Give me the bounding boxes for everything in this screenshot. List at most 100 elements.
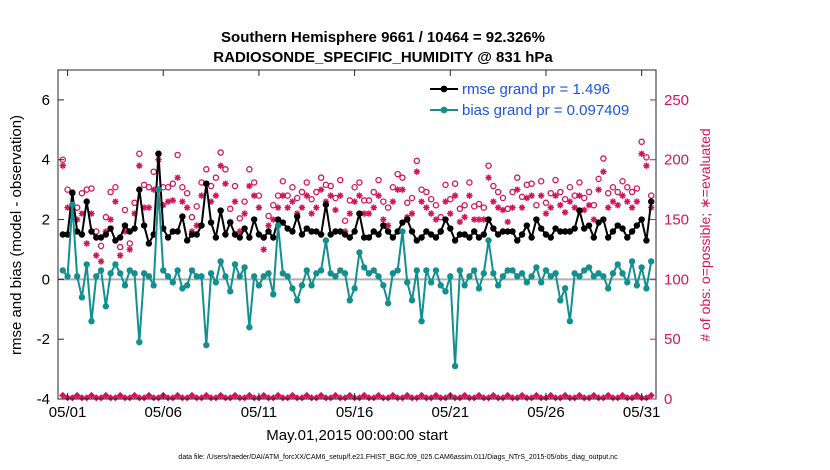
rmse-point xyxy=(327,231,334,238)
bias-point xyxy=(112,261,119,268)
obs-possible-marker xyxy=(179,183,186,191)
obs-possible-marker xyxy=(121,206,129,214)
rmse-point xyxy=(260,234,267,241)
obs-bottom-marker xyxy=(432,391,440,399)
obs-evaluated-marker xyxy=(131,210,138,217)
obs-evaluated-marker xyxy=(337,192,344,199)
obs-bottom-marker xyxy=(384,394,392,402)
bias-point xyxy=(461,282,468,289)
obs-possible-marker xyxy=(437,213,444,221)
obs-evaluated-marker xyxy=(136,162,143,169)
obs-possible-marker xyxy=(552,176,559,184)
rmse-point xyxy=(241,225,248,232)
rmse-point xyxy=(432,234,440,241)
obs-possible-marker xyxy=(356,179,363,186)
bias-point xyxy=(231,261,239,268)
bias-point xyxy=(322,237,330,244)
bias-point xyxy=(193,273,200,280)
obs-evaluated-marker xyxy=(327,192,334,199)
obs-bottom-marker xyxy=(398,394,407,402)
bias-point xyxy=(585,264,593,271)
rmse-point xyxy=(542,231,550,238)
obs-possible-marker xyxy=(580,194,588,202)
bias-point xyxy=(131,270,138,277)
obs-possible-marker xyxy=(647,192,655,199)
bias-point xyxy=(360,264,368,271)
obs-evaluated-marker xyxy=(518,204,526,211)
obs-evaluated-marker xyxy=(480,216,487,223)
obs-possible-marker xyxy=(375,176,382,184)
obs-bottom-marker xyxy=(59,391,67,399)
bias-point xyxy=(547,273,554,280)
obs-possible-marker xyxy=(499,194,507,202)
obs-bottom-marker xyxy=(111,394,119,402)
obs-evaluated-marker xyxy=(475,216,483,223)
obs-evaluated-marker xyxy=(250,192,258,199)
bias-point xyxy=(528,273,535,280)
bias-point xyxy=(394,267,401,274)
bias-point xyxy=(174,267,181,274)
rmse-point xyxy=(571,225,578,232)
obs-evaluated-marker xyxy=(260,246,267,253)
y-tick-label: 6 xyxy=(42,92,50,109)
rmse-point xyxy=(399,219,406,226)
obs-possible-marker xyxy=(231,182,239,190)
bias-point xyxy=(351,285,358,292)
bias-point xyxy=(418,318,425,325)
legend-bias-label: bias grand pr = 0.097409 xyxy=(462,102,629,119)
obs-evaluated-marker xyxy=(471,216,478,223)
bias-point xyxy=(437,282,444,289)
obs-evaluated-marker xyxy=(370,204,377,211)
obs-evaluated-marker xyxy=(566,198,574,205)
bias-point xyxy=(451,362,459,370)
obs-bottom-marker xyxy=(346,391,354,399)
obs-bottom-marker xyxy=(250,394,258,402)
obs-evaluated-marker xyxy=(140,204,148,211)
obs-bottom-marker xyxy=(188,391,196,399)
bias-point xyxy=(514,273,521,280)
rmse-point xyxy=(380,222,387,229)
rmse-point xyxy=(389,234,397,241)
rmse-point xyxy=(88,228,95,235)
rmse-point xyxy=(107,225,114,232)
obs-possible-marker xyxy=(399,174,406,181)
rmse-point xyxy=(581,225,588,232)
rmse-point xyxy=(188,231,196,238)
obs-evaluated-marker xyxy=(561,209,569,216)
bias-point xyxy=(145,273,153,280)
obs-evaluated-marker xyxy=(571,204,578,211)
obs-bottom-marker xyxy=(236,394,244,402)
obs-bottom-marker xyxy=(628,394,636,402)
obs-possible-marker xyxy=(88,185,95,192)
bias-point xyxy=(490,270,497,277)
obs-bottom-marker xyxy=(547,391,555,399)
bias-point xyxy=(633,282,641,289)
legend-rmse-marker xyxy=(440,85,448,93)
bias-point xyxy=(399,228,406,235)
bias-point xyxy=(466,273,473,280)
obs-bottom-marker xyxy=(556,394,564,402)
obs-evaluated-marker xyxy=(456,218,464,226)
obs-evaluated-marker xyxy=(284,204,291,211)
obs-possible-marker xyxy=(456,205,464,213)
rmse-point xyxy=(461,231,468,238)
obs-possible-marker xyxy=(64,186,71,193)
bias-point xyxy=(303,267,310,274)
obs-bottom-marker xyxy=(518,391,526,399)
obs-possible-marker xyxy=(217,149,224,156)
rmse-point xyxy=(279,219,287,226)
obs-evaluated-marker xyxy=(399,186,406,193)
obs-bottom-marker xyxy=(87,391,96,399)
obs-possible-marker xyxy=(289,183,296,191)
obs-evaluated-marker xyxy=(604,204,612,211)
obs-bottom-marker xyxy=(288,391,296,399)
obs-bottom-marker xyxy=(317,391,325,399)
rmse-point xyxy=(203,180,210,187)
rmse-point xyxy=(78,231,86,238)
bias-point xyxy=(384,300,392,307)
bias-point xyxy=(150,282,157,289)
rmse-point xyxy=(423,228,430,235)
obs-possible-marker xyxy=(480,204,488,211)
obs-evaluated-marker xyxy=(274,204,282,211)
obs-possible-marker xyxy=(466,179,473,186)
